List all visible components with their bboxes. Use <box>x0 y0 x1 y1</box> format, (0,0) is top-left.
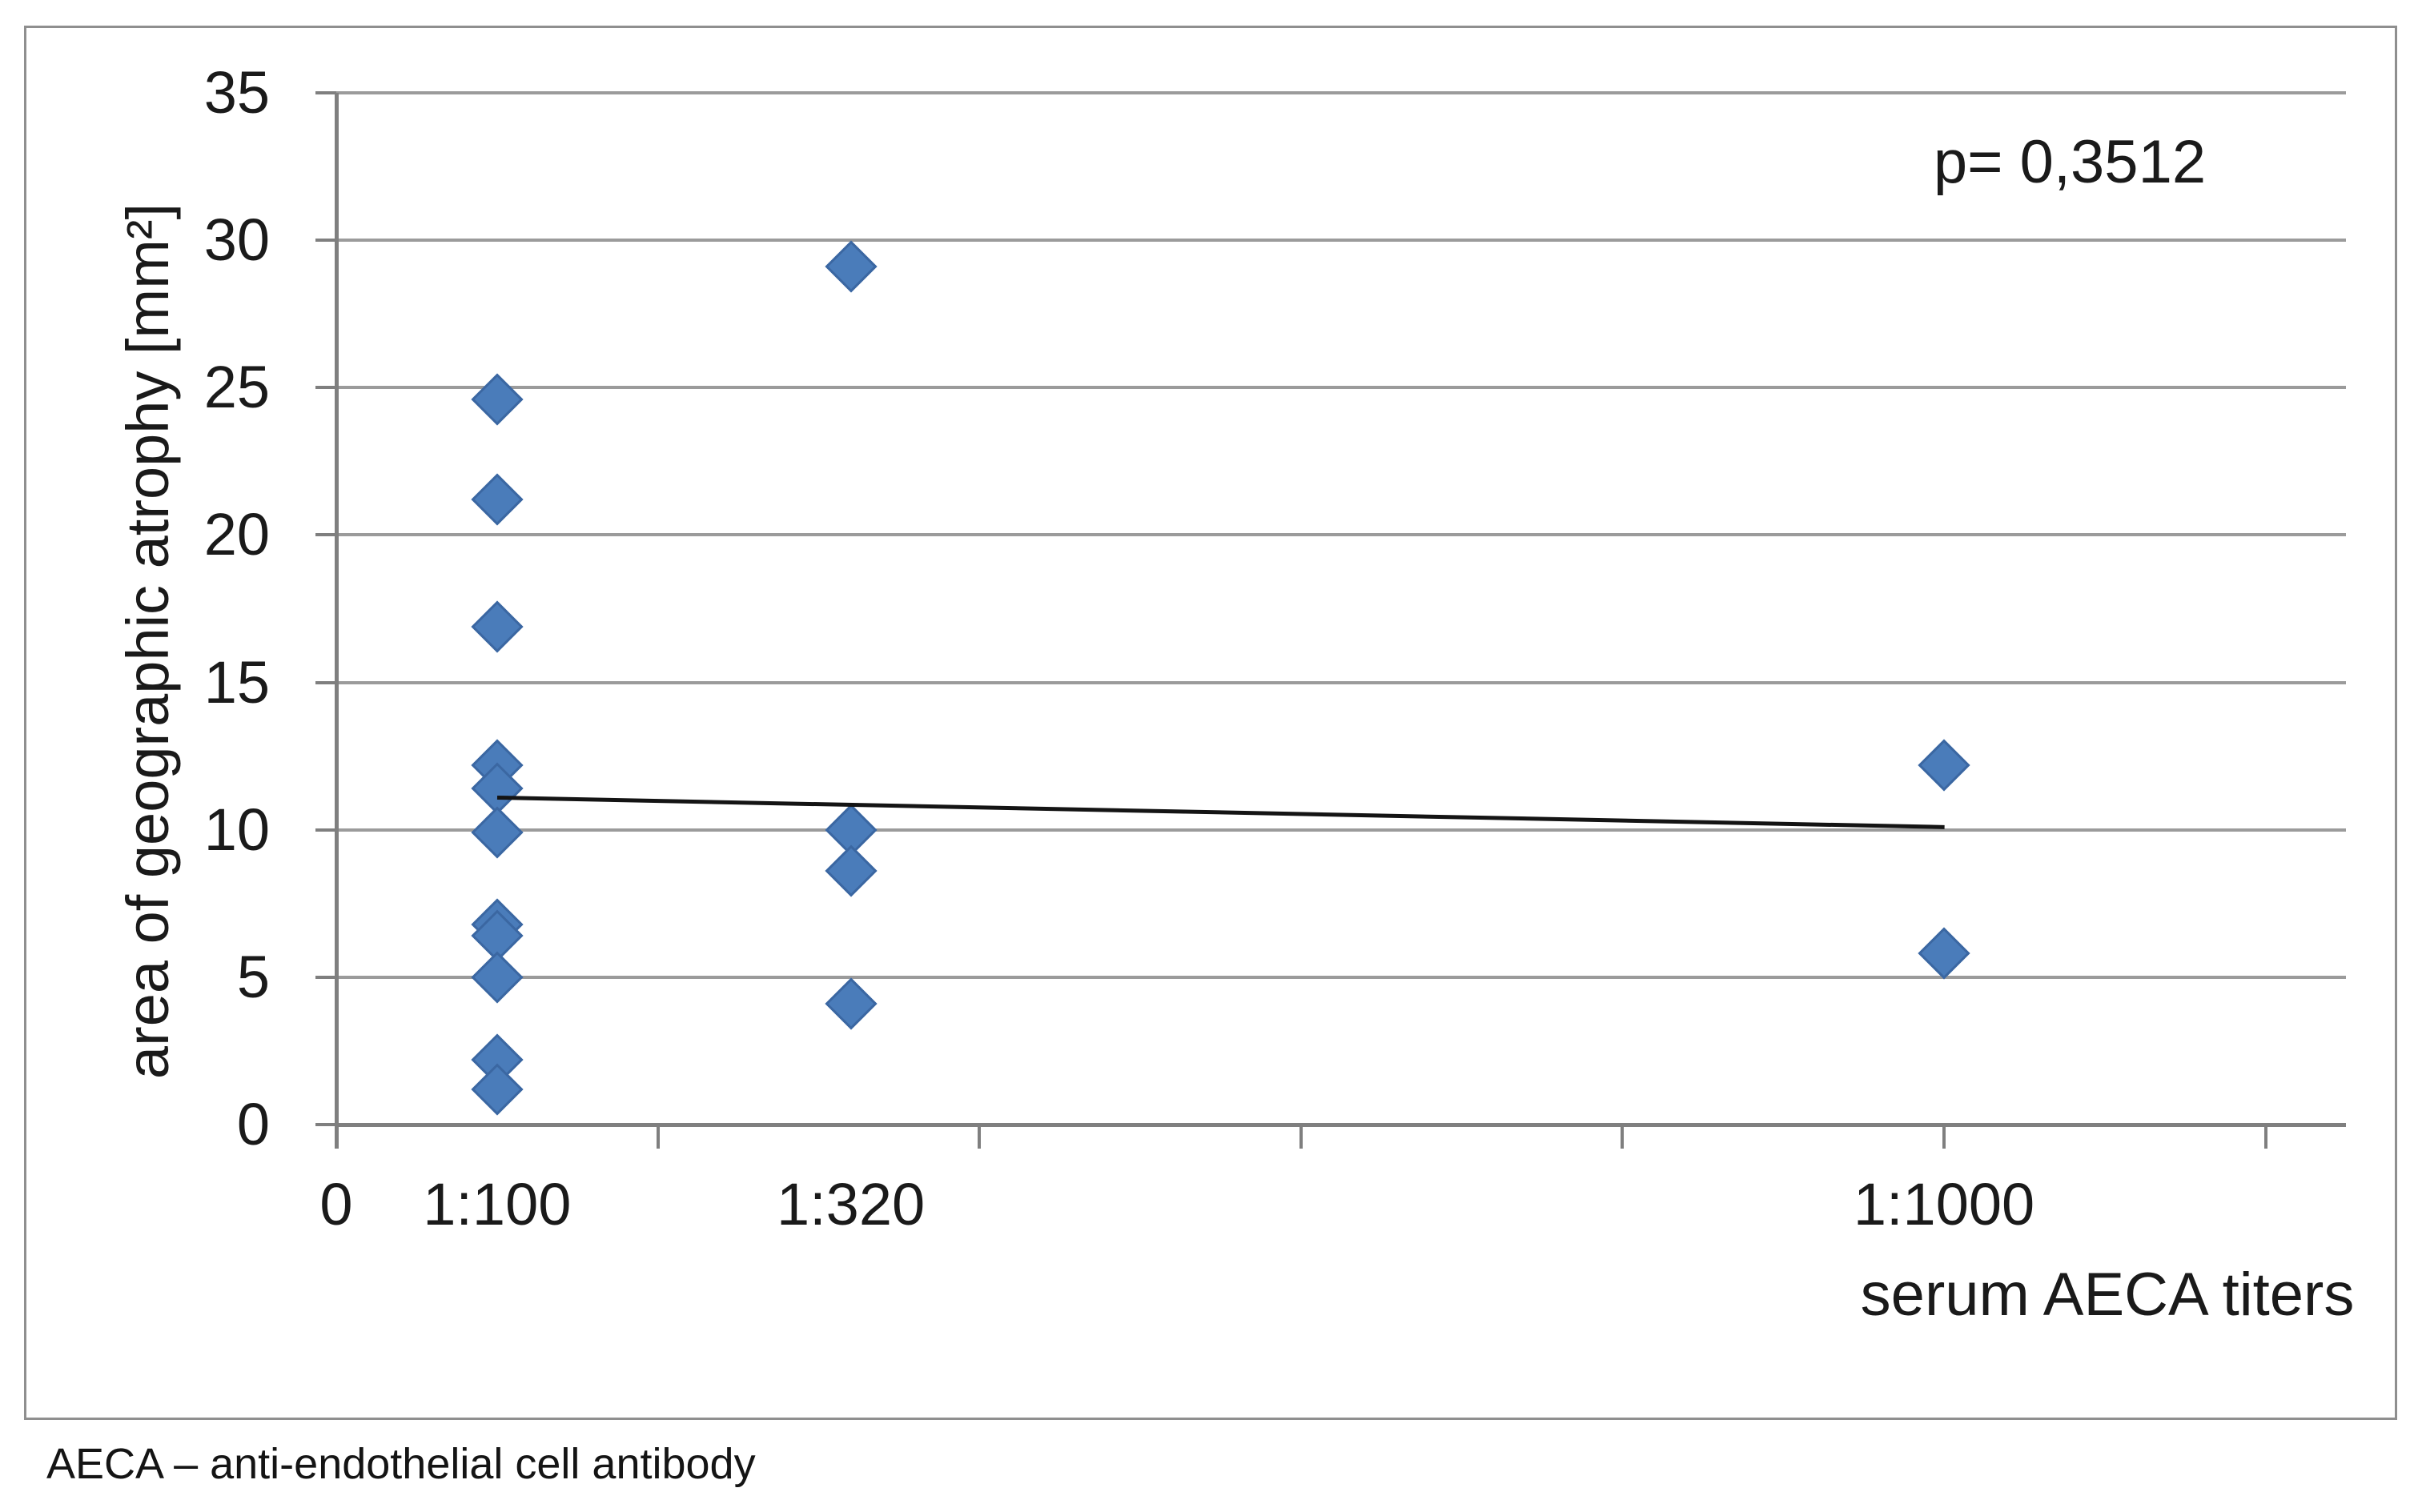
x-category-label: 1:1000 <box>1853 1171 2035 1237</box>
chart-frame <box>24 26 2397 1420</box>
y-tick-label: 35 <box>203 59 270 126</box>
x-category-label: 1:100 <box>423 1171 572 1237</box>
p-value-annotation: p= 0,3512 <box>1933 128 2207 196</box>
figure-caption: AECA – anti-endothelial cell antibody <box>46 1440 756 1488</box>
x-tick <box>656 1126 660 1149</box>
h-gridline <box>336 533 2346 537</box>
y-tick <box>315 533 336 537</box>
y-tick <box>315 828 336 832</box>
h-gridline <box>336 975 2346 979</box>
y-tick <box>315 1123 336 1126</box>
y-axis-line <box>335 93 339 1149</box>
x-tick <box>1621 1126 1625 1149</box>
x-axis-title: serum AECA titers <box>1860 1261 2355 1329</box>
y-tick-label: 15 <box>203 648 270 716</box>
x-axis-line <box>336 1123 2346 1127</box>
y-tick <box>315 91 336 94</box>
y-tick-label: 30 <box>203 207 270 274</box>
y-tick-label: 25 <box>203 354 270 421</box>
y-tick-label: 5 <box>236 943 270 1010</box>
x-tick <box>335 1126 338 1149</box>
y-tick <box>315 975 336 979</box>
h-gridline <box>336 680 2346 684</box>
h-gridline <box>336 828 2346 832</box>
x-tick <box>978 1126 982 1149</box>
x-tick <box>1942 1126 1946 1149</box>
x-tick <box>2263 1126 2267 1149</box>
y-tick-label: 0 <box>236 1091 270 1157</box>
x-category-label: 1:320 <box>776 1171 926 1237</box>
x-category-label: 0 <box>319 1171 353 1237</box>
y-tick-label: 20 <box>203 501 270 568</box>
h-gridline <box>336 386 2346 390</box>
y-tick <box>315 386 336 390</box>
h-gridline <box>336 91 2346 94</box>
y-tick-label: 10 <box>203 796 270 863</box>
h-gridline <box>336 239 2346 243</box>
y-tick <box>315 239 336 243</box>
y-tick <box>315 680 336 684</box>
x-tick <box>1299 1126 1303 1149</box>
